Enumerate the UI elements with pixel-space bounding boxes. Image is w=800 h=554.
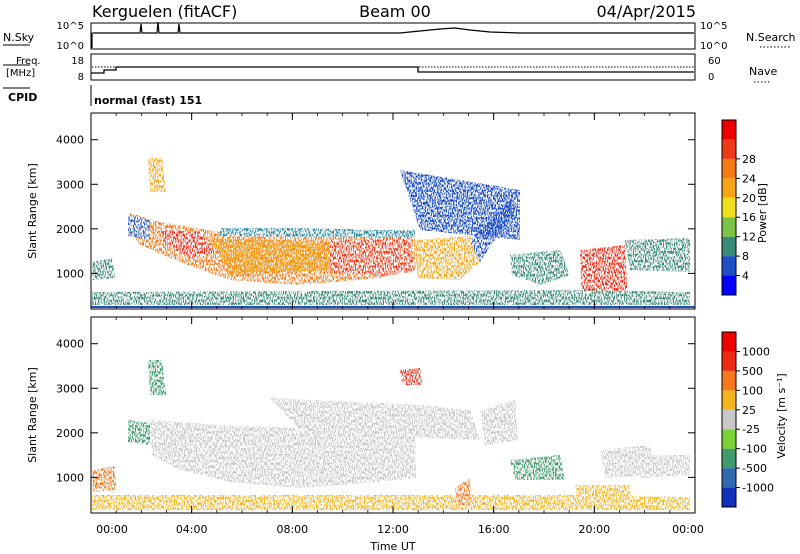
y-tick-label: 1000 [56,267,84,280]
colorbar-swatch [722,370,736,391]
colorbar-swatch [722,448,736,469]
colorbar-tick-label: 28 [742,153,756,166]
colorbar-swatch [722,256,736,276]
x-tick-label: 00:00 [672,523,704,536]
colorbar-tick-label: 1000 [742,345,770,358]
station-title: Kerguelen (fitACF) [92,2,237,21]
colorbar-tick-label: 24 [742,172,756,185]
colorbar-swatch [722,468,736,488]
velocity-data [92,360,690,510]
colorbar-tick-label: 500 [742,365,763,378]
nsky-label: N.Sky [3,31,35,44]
power-colorbar-label: Power [dB] [756,183,769,243]
y-tick-label: 2000 [56,223,84,236]
y-tick-label: 4000 [56,338,84,351]
colorbar-swatch [722,487,736,507]
colorbar-swatch [722,120,736,140]
x-tick-label: 04:00 [176,523,208,536]
colorbar-swatch [722,332,736,352]
nsky-tick-bottom: 10^0 [57,41,84,52]
x-tick-label: 16:00 [478,523,510,536]
colorbar-tick-label: -500 [742,462,767,475]
colorbar-tick-label: 8 [742,250,749,263]
nsky-panel: N.Sky 10^5 10^0 10^5 10^0 N.Search [3,21,796,52]
nsky-trace [91,21,694,48]
time-axis: 00:00 04:00 08:00 12:00 16:00 20:00 00:00 [90,113,704,536]
colorbar-swatch [722,217,736,237]
colorbar-swatch [722,429,736,449]
colorbar-swatch [722,390,736,410]
freq-panel: Freq. [MHz] 18 8 60 0 Nave [3,53,777,83]
colorbar-swatch [722,139,736,159]
cpid-text: normal (fast) 151 [94,94,202,107]
power-colorbar: 4 8 12 16 20 24 28 [721,119,756,296]
y-tick-label: 4000 [56,134,84,147]
colorbar-swatch [722,158,736,179]
colorbar-tick-label: -25 [742,423,760,436]
y-tick-label: 3000 [56,382,84,395]
y-tick-label: 1000 [56,471,84,484]
freq-trace [91,66,694,74]
freq-tick-top: 18 [71,56,84,67]
colorbar-tick-label: -1000 [742,482,774,495]
beam-title: Beam 00 [359,2,431,21]
colorbar-tick-label: 16 [742,211,756,224]
colorbar-swatch [722,178,736,198]
y-tick-label: 2000 [56,427,84,440]
velocity-colorbar: 1000 500 100 25 -25 -100 -500 -1000 [721,331,774,508]
nsearch-tick-bottom: 10^0 [700,41,727,52]
colorbar-swatch [722,275,736,295]
velocity-y-ticks: 1000 2000 3000 4000 [56,338,695,484]
colorbar-swatch [722,351,736,371]
colorbar-swatch [722,197,736,218]
power-data [92,158,690,305]
nave-tick-bottom: 0 [708,72,714,83]
nave-tick-top: 60 [708,56,721,67]
velocity-colorbar-label: Velocity [m s⁻¹] [775,373,788,458]
power-panel: 1000 2000 3000 4000 Slant Range [km] [26,112,696,310]
colorbar-tick-label: -100 [742,443,767,456]
velocity-panel: 1000 2000 3000 4000 Slant Range [km] [26,316,696,514]
nsearch-label: N.Search [746,31,796,44]
x-tick-label: 20:00 [578,523,610,536]
time-axis-label: Time UT [369,540,415,553]
velocity-y-label: Slant Range [km] [26,367,39,463]
freq-unit-label: [MHz] [6,68,35,79]
freq-tick-bottom: 8 [78,72,84,83]
power-y-ticks: 1000 2000 3000 4000 [56,134,695,280]
x-tick-label: 08:00 [276,523,308,536]
cpid-label: CPID [8,91,37,104]
freq-label: Freq. [16,56,41,67]
date-title: 04/Apr/2015 [596,2,696,21]
colorbar-tick-label: 12 [742,231,756,244]
nsearch-tick-top: 10^5 [700,21,727,32]
nave-label: Nave [749,65,777,78]
colorbar-tick-label: 4 [742,270,749,283]
colorbar-swatch [722,409,736,430]
x-tick-label: 12:00 [377,523,409,536]
colorbar-tick-label: 25 [742,404,756,417]
y-tick-label: 3000 [56,178,84,191]
colorbar-tick-label: 100 [742,384,763,397]
colorbar-swatch [722,236,736,257]
nsky-tick-top: 10^5 [57,21,84,32]
power-y-label: Slant Range [km] [26,163,39,259]
x-tick-label: 00:00 [96,523,128,536]
colorbar-tick-label: 20 [742,192,756,205]
